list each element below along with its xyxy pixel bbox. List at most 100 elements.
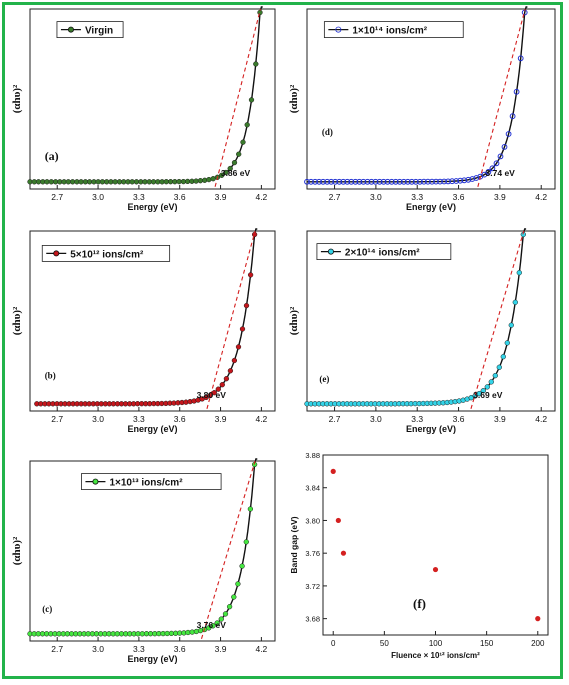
x-tick-label: 4.2: [535, 192, 547, 202]
data-point: [364, 178, 371, 185]
data-point: [421, 178, 427, 185]
x-tick-label: 3.3: [133, 644, 145, 654]
data-point: [211, 390, 217, 396]
data-point: [308, 178, 314, 185]
data-point: [219, 382, 225, 388]
legend-marker: [92, 478, 99, 485]
data-point: [433, 178, 439, 185]
data-point: [504, 340, 510, 346]
x-tick-label: 3.9: [215, 644, 227, 654]
y-tick-label: 3.84: [305, 484, 320, 493]
data-point: [396, 178, 403, 185]
data-point: [417, 178, 423, 185]
data-point: [332, 178, 339, 185]
data-point: [496, 364, 502, 370]
data-point: [215, 386, 221, 392]
data-point: [480, 388, 486, 394]
data-point: [453, 178, 460, 184]
x-tick-label: 3.6: [174, 192, 186, 202]
legend-label: 1×10¹⁴ ions/cm²: [352, 26, 427, 37]
legend-label: 1×10¹³ ions/cm²: [109, 478, 183, 489]
data-point: [384, 178, 391, 185]
data-point: [335, 517, 341, 524]
data-point: [214, 620, 220, 626]
data-point: [312, 178, 319, 185]
legend-box: [81, 473, 222, 491]
plot-area-a: [29, 8, 276, 190]
legend-marker: [67, 26, 74, 33]
data-point: [457, 177, 464, 184]
data-point: [425, 178, 431, 185]
y-tick-label: 3.88: [305, 451, 320, 460]
data-point: [437, 178, 443, 185]
data-point: [352, 178, 359, 185]
legend-label: Virgin: [85, 26, 113, 37]
x-tick-label: 3.0: [370, 192, 382, 202]
panel-e: 2.7 3.0 3.3 3.6 3.9 4.2 Energy (eV) (αhυ)² 3.69 …: [288, 228, 556, 434]
data-point: [231, 594, 237, 600]
x-tick-label: 0: [331, 639, 336, 648]
data-point: [509, 113, 516, 120]
legend-label: 2×10¹⁴ ions/cm²: [345, 248, 420, 259]
x-tick-label: 3.9: [494, 414, 506, 424]
data-point: [476, 390, 482, 397]
figure-canvas: 2.7 3.0 3.3 3.6 3.9 4.2 Energy (eV) (αhυ)² 3.86 …: [11, 6, 556, 664]
panel-label: (c): [42, 604, 52, 614]
panel-label: (e): [319, 374, 329, 384]
data-point: [244, 122, 250, 128]
data-point: [368, 178, 375, 185]
y-axis-label: (αhυ)²: [11, 306, 23, 335]
x-tick-label: 3.9: [494, 192, 506, 202]
y-axis-label: (αhυ)²: [11, 536, 23, 565]
data-point: [316, 178, 323, 185]
data-point: [227, 368, 234, 374]
legend-box: [41, 244, 171, 262]
x-tick-label: 4.2: [255, 414, 267, 424]
figure-frame: 2.7 3.0 3.3 3.6 3.9 4.2 Energy (eV) (αhυ)² 3.86 …: [2, 2, 563, 679]
x-axis-label: Energy (eV): [127, 424, 177, 434]
data-point: [500, 354, 506, 360]
legend-box: [56, 21, 124, 39]
x-tick-label: 3.0: [370, 414, 382, 424]
data-point: [243, 539, 249, 545]
data-point: [497, 153, 504, 160]
x-axis-label: Energy (eV): [406, 202, 456, 212]
x-tick-label: 4.2: [255, 192, 267, 202]
data-point: [376, 178, 383, 185]
y-axis-label: (αhυ)²: [11, 84, 23, 113]
legend-marker: [53, 250, 60, 257]
data-point: [432, 566, 439, 573]
plot-area-f: [322, 454, 549, 636]
data-point: [248, 97, 255, 103]
panel-b: 2.7 3.0 3.3 3.6 3.9 4.2 Energy (eV) (αhυ)² 3.80 …: [11, 228, 276, 434]
data-point: [340, 550, 347, 556]
x-tick-label: 2.7: [329, 414, 341, 424]
data-point: [484, 384, 490, 390]
data-point: [210, 623, 216, 629]
data-point: [441, 178, 448, 185]
data-point: [197, 178, 204, 184]
data-point: [340, 178, 347, 185]
data-point: [247, 272, 254, 278]
legend-marker: [327, 248, 334, 255]
panel-c: 2.7 3.0 3.3 3.6 3.9 4.2 Energy (eV) (αhυ)² 3.76 …: [11, 458, 276, 664]
data-point: [449, 178, 456, 185]
y-axis-label: (αhυ)²: [288, 306, 300, 335]
x-tick-label: 3.9: [215, 414, 227, 424]
data-point: [324, 178, 331, 185]
x-axis-label: Energy (eV): [127, 654, 177, 664]
data-point: [508, 322, 514, 328]
tauc-fit-line: [206, 230, 256, 409]
x-tick-label: 3.3: [411, 192, 423, 202]
band-gap-label: 3.69 eV: [473, 390, 503, 400]
data-point: [231, 357, 238, 364]
x-tick-label: 3.9: [215, 192, 227, 202]
x-tick-label: 2.7: [51, 414, 63, 424]
data-point: [239, 326, 246, 332]
band-gap-label: 3.86 eV: [221, 168, 251, 178]
data-point: [222, 611, 229, 617]
data-point: [226, 604, 233, 610]
x-tick-label: 3.6: [174, 644, 186, 654]
data-point: [257, 9, 263, 16]
data-point: [330, 468, 336, 474]
